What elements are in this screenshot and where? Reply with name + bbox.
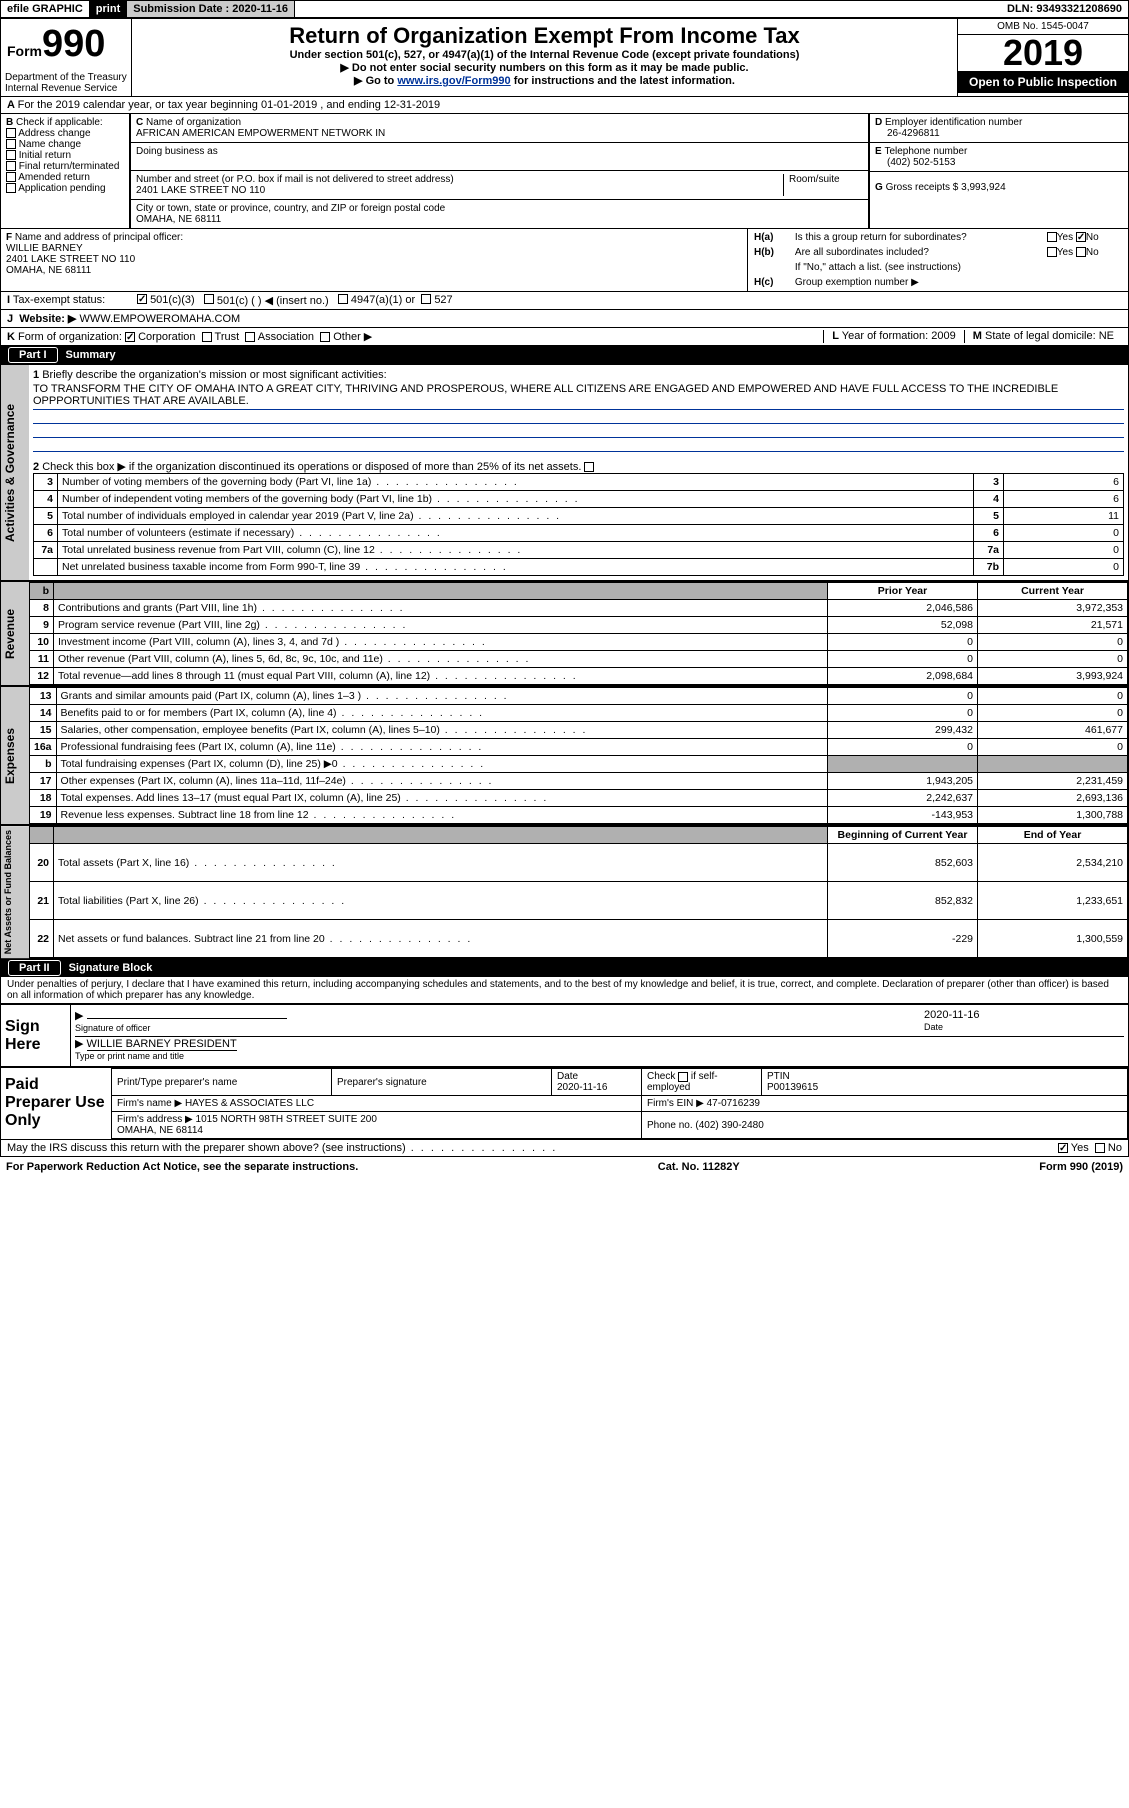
sidebar-netassets: Net Assets or Fund Balances: [1, 826, 29, 958]
expenses-section: Expenses 13Grants and similar amounts pa…: [0, 686, 1129, 825]
cb-other[interactable]: [320, 332, 330, 342]
form-title: Return of Organization Exempt From Incom…: [136, 23, 953, 49]
cb-final-return[interactable]: [6, 161, 16, 171]
cb-ha-yes[interactable]: [1047, 232, 1057, 242]
part1-body: Activities & Governance 1 Briefly descri…: [0, 364, 1129, 581]
dln: DLN: 93493321208690: [1001, 1, 1128, 17]
cb-amended[interactable]: [6, 172, 16, 182]
cb-self-employed[interactable]: [678, 1072, 688, 1082]
cb-527[interactable]: [421, 294, 431, 304]
cb-assoc[interactable]: [245, 332, 255, 342]
section-fh: F Name and address of principal officer:…: [0, 229, 1129, 292]
entity-info-grid: B Check if applicable: Address change Na…: [0, 114, 1129, 229]
netassets-table: Beginning of Current YearEnd of Year 20T…: [29, 826, 1128, 958]
cb-501c3[interactable]: [137, 294, 147, 304]
tax-exempt-status: I Tax-exempt status: 501(c)(3) 501(c) ( …: [0, 292, 1129, 310]
cb-name-change[interactable]: [6, 139, 16, 149]
sidebar-activities: Activities & Governance: [1, 365, 29, 580]
cb-4947[interactable]: [338, 294, 348, 304]
part2-header: Part IISignature Block: [0, 959, 1129, 977]
cb-501c[interactable]: [204, 294, 214, 304]
governance-table: 3Number of voting members of the governi…: [33, 473, 1124, 576]
open-public-badge: Open to Public Inspection: [958, 71, 1128, 93]
form-header: Form990 Department of the Treasury Inter…: [0, 18, 1129, 97]
netassets-section: Net Assets or Fund Balances Beginning of…: [0, 825, 1129, 959]
subtitle-3: Go to www.irs.gov/Form990 for instructio…: [136, 74, 953, 87]
cb-pending[interactable]: [6, 183, 16, 193]
website-row: J Website: ▶ WWW.EMPOWEROMAHA.COM: [0, 310, 1129, 328]
paid-preparer-label: Paid Preparer Use Only: [1, 1068, 111, 1139]
cb-hb-no[interactable]: [1076, 247, 1086, 257]
expenses-table: 13Grants and similar amounts paid (Part …: [29, 687, 1128, 824]
sidebar-revenue: Revenue: [1, 582, 29, 685]
efile-label: efile GRAPHIC: [1, 1, 90, 17]
line-a-tax-year: A For the 2019 calendar year, or tax yea…: [0, 97, 1129, 114]
cb-discontinued[interactable]: [584, 462, 594, 472]
submission-date: Submission Date : 2020-11-16: [127, 1, 295, 17]
paid-preparer-block: Paid Preparer Use Only Print/Type prepar…: [0, 1067, 1129, 1140]
sign-here-label: Sign Here: [1, 1005, 71, 1066]
sidebar-expenses: Expenses: [1, 687, 29, 824]
box-b-checkboxes: B Check if applicable: Address change Na…: [0, 114, 130, 229]
dept-label: Department of the Treasury Internal Reve…: [1, 70, 131, 96]
print-button[interactable]: print: [90, 1, 127, 17]
cb-discuss-yes[interactable]: [1058, 1143, 1068, 1153]
perjury-statement: Under penalties of perjury, I declare th…: [0, 977, 1129, 1004]
revenue-section: Revenue bPrior YearCurrent Year 8Contrib…: [0, 581, 1129, 686]
sign-here-block: Sign Here ▶ Signature of officer 2020-11…: [0, 1004, 1129, 1067]
cb-hb-yes[interactable]: [1047, 247, 1057, 257]
subtitle-2: Do not enter social security numbers on …: [136, 61, 953, 74]
cb-address-change[interactable]: [6, 128, 16, 138]
form-number: Form990: [1, 19, 131, 70]
row-klm: K Form of organization: Corporation Trus…: [0, 328, 1129, 346]
mission-text: TO TRANSFORM THE CITY OF OMAHA INTO A GR…: [33, 381, 1124, 410]
box-deg: D Employer identification number26-42968…: [869, 114, 1129, 229]
cb-ha-no[interactable]: [1076, 232, 1086, 242]
cb-initial-return[interactable]: [6, 150, 16, 160]
instructions-link[interactable]: www.irs.gov/Form990: [397, 75, 510, 87]
box-h: H(a)Is this a group return for subordina…: [748, 229, 1128, 291]
cb-discuss-no[interactable]: [1095, 1143, 1105, 1153]
page-footer: For Paperwork Reduction Act Notice, see …: [0, 1157, 1129, 1177]
discuss-row: May the IRS discuss this return with the…: [0, 1140, 1129, 1157]
revenue-table: bPrior YearCurrent Year 8Contributions a…: [29, 582, 1128, 685]
cb-corp[interactable]: [125, 332, 135, 342]
top-toolbar: efile GRAPHIC print Submission Date : 20…: [0, 0, 1129, 18]
subtitle-1: Under section 501(c), 527, or 4947(a)(1)…: [136, 49, 953, 61]
cb-trust[interactable]: [202, 332, 212, 342]
part1-header: Part ISummary: [0, 346, 1129, 364]
tax-year: 2019: [958, 35, 1128, 71]
box-c-name-address: C Name of organizationAFRICAN AMERICAN E…: [130, 114, 869, 229]
